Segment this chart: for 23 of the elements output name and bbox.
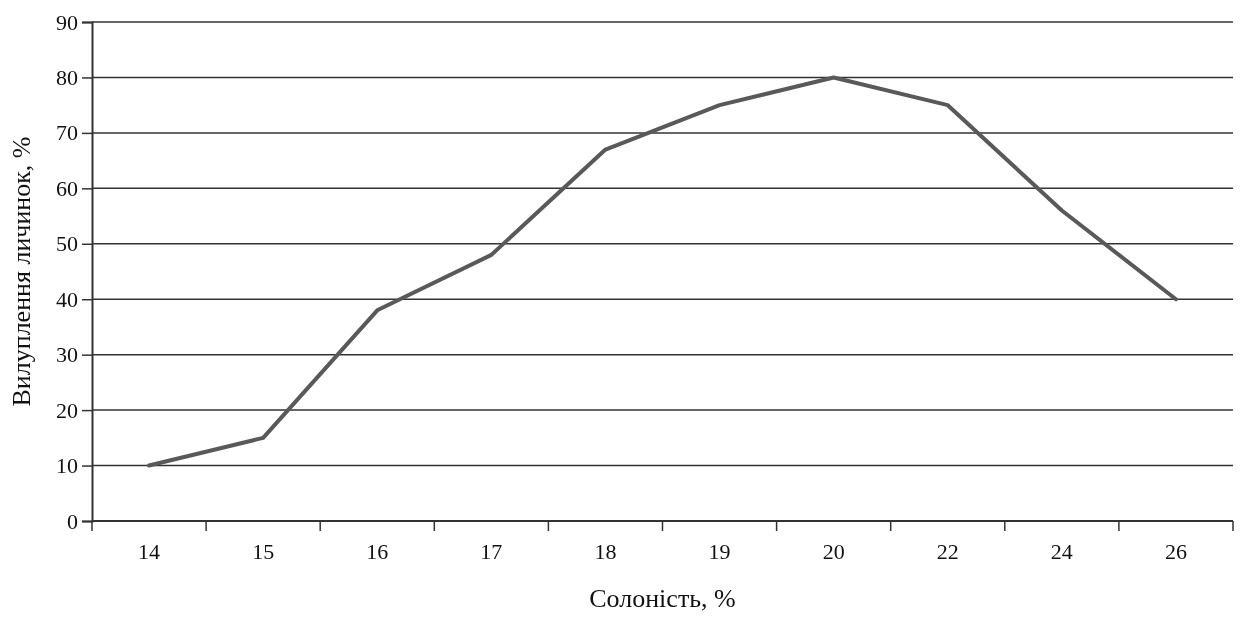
x-tick-label: 19 [708, 539, 731, 564]
x-tick-label: 20 [822, 539, 845, 564]
y-tick-label: 10 [56, 453, 78, 479]
y-axis-title: Вилуплення личинок, % [7, 136, 36, 407]
y-tick-label: 90 [56, 9, 78, 35]
x-tick-label: 22 [936, 539, 959, 564]
x-tick-label: 14 [138, 539, 161, 564]
y-tick-label: 70 [56, 120, 78, 146]
y-tick-label: 40 [56, 286, 78, 312]
x-tick-label: 16 [366, 539, 389, 564]
x-tick-label: 24 [1050, 539, 1073, 564]
x-tick-label: 18 [594, 539, 617, 564]
y-tick-label: 30 [56, 342, 78, 368]
x-tick-label: 15 [252, 539, 275, 564]
y-tick-label: 20 [56, 397, 78, 423]
x-axis-title: Солоність, % [589, 584, 736, 613]
x-tick-label: 17 [480, 539, 503, 564]
y-tick-label: 80 [56, 64, 78, 90]
y-tick-label: 60 [56, 175, 78, 201]
x-tick-label: 26 [1164, 539, 1187, 564]
y-tick-label: 50 [56, 231, 78, 257]
line-series [147, 75, 1178, 468]
y-tick-label: 0 [67, 508, 78, 534]
